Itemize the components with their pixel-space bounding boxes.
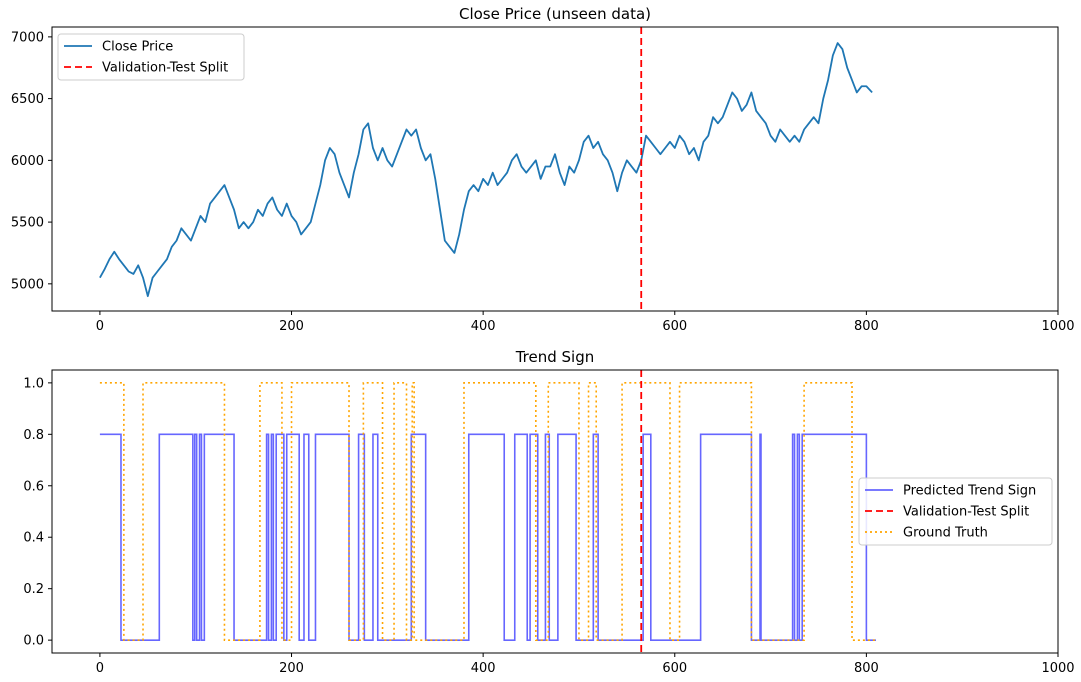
y-tick-label: 0.4 <box>23 531 44 546</box>
y-tick-label: 6500 <box>11 92 44 107</box>
x-tick-label: 400 <box>471 661 496 676</box>
x-tick-label: 0 <box>96 661 104 676</box>
x-tick-label: 1000 <box>1041 319 1074 334</box>
y-tick-label: 6000 <box>11 154 44 169</box>
legend: Predicted Trend Sign Validation-Test Spli… <box>858 477 1053 546</box>
chart-title: Close Price (unseen data) <box>459 5 651 23</box>
x-tick-label: 200 <box>279 319 304 334</box>
y-tick-label: 5000 <box>11 277 44 292</box>
x-tick-label: 600 <box>662 319 687 334</box>
plot-area <box>99 382 876 641</box>
y-tick-label: 1.0 <box>23 376 44 391</box>
y-tick-label: 5500 <box>11 216 44 231</box>
plot-area <box>99 42 873 298</box>
x-tick-label: 800 <box>854 661 879 676</box>
y-tick-label: 0.0 <box>23 634 44 649</box>
x-tick-label: 200 <box>279 661 304 676</box>
axes-frame <box>51 26 1059 312</box>
x-tick-label: 800 <box>854 319 879 334</box>
y-tick-label: 7000 <box>11 30 44 45</box>
y-tick-label: 0.6 <box>23 479 44 494</box>
chart-title: Trend Sign <box>515 348 595 366</box>
close-price-chart: Close Price (unseen data) 0 200 400 600 800 10… <box>11 5 1075 334</box>
series-line-ground-truth <box>99 382 876 641</box>
trend-sign-chart: Trend Sign 0 200 400 600 800 1000 0.0 0.2 0.4 0.6 0… <box>23 348 1074 676</box>
legend: Close Price Validation-Test Split <box>57 33 245 81</box>
legend-label: Ground Truth <box>903 526 988 541</box>
legend-label: Predicted Trend Sign <box>903 484 1036 499</box>
y-tick-label: 0.8 <box>23 428 44 443</box>
x-tick-label: 600 <box>662 661 687 676</box>
x-tick-label: 1000 <box>1041 661 1074 676</box>
legend-label: Validation-Test Split <box>903 505 1029 520</box>
axes-frame <box>51 369 1059 654</box>
legend-label: Validation-Test Split <box>102 61 228 76</box>
x-tick-label: 0 <box>96 319 104 334</box>
legend-box <box>57 33 245 81</box>
series-line-close-price <box>99 42 873 298</box>
x-tick-label: 400 <box>471 319 496 334</box>
series-line-predicted-trend-sign <box>99 433 876 641</box>
y-tick-label: 0.2 <box>23 582 44 597</box>
legend-box <box>858 477 1053 546</box>
legend-label: Close Price <box>102 40 173 55</box>
